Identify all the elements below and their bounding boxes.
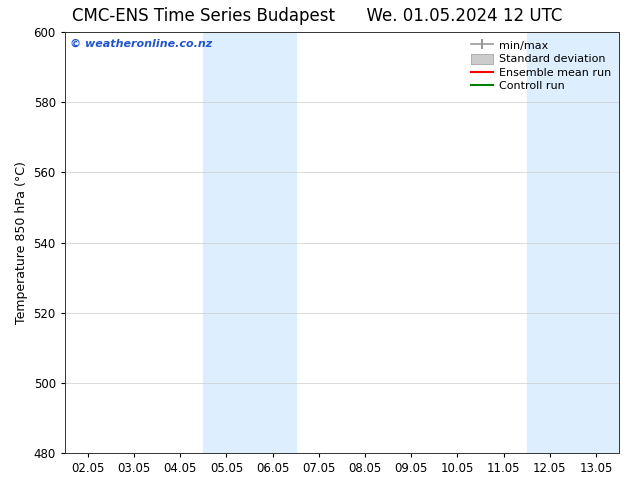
Legend: min/max, Standard deviation, Ensemble mean run, Controll run: min/max, Standard deviation, Ensemble me…: [467, 36, 616, 96]
Bar: [204, 32, 295, 453]
Bar: [527, 32, 619, 453]
Text: CMC-ENS Time Series Budapest      We. 01.05.2024 12 UTC: CMC-ENS Time Series Budapest We. 01.05.2…: [72, 7, 562, 25]
Text: © weatheronline.co.nz: © weatheronline.co.nz: [70, 39, 212, 49]
Y-axis label: Temperature 850 hPa (°C): Temperature 850 hPa (°C): [15, 161, 28, 324]
